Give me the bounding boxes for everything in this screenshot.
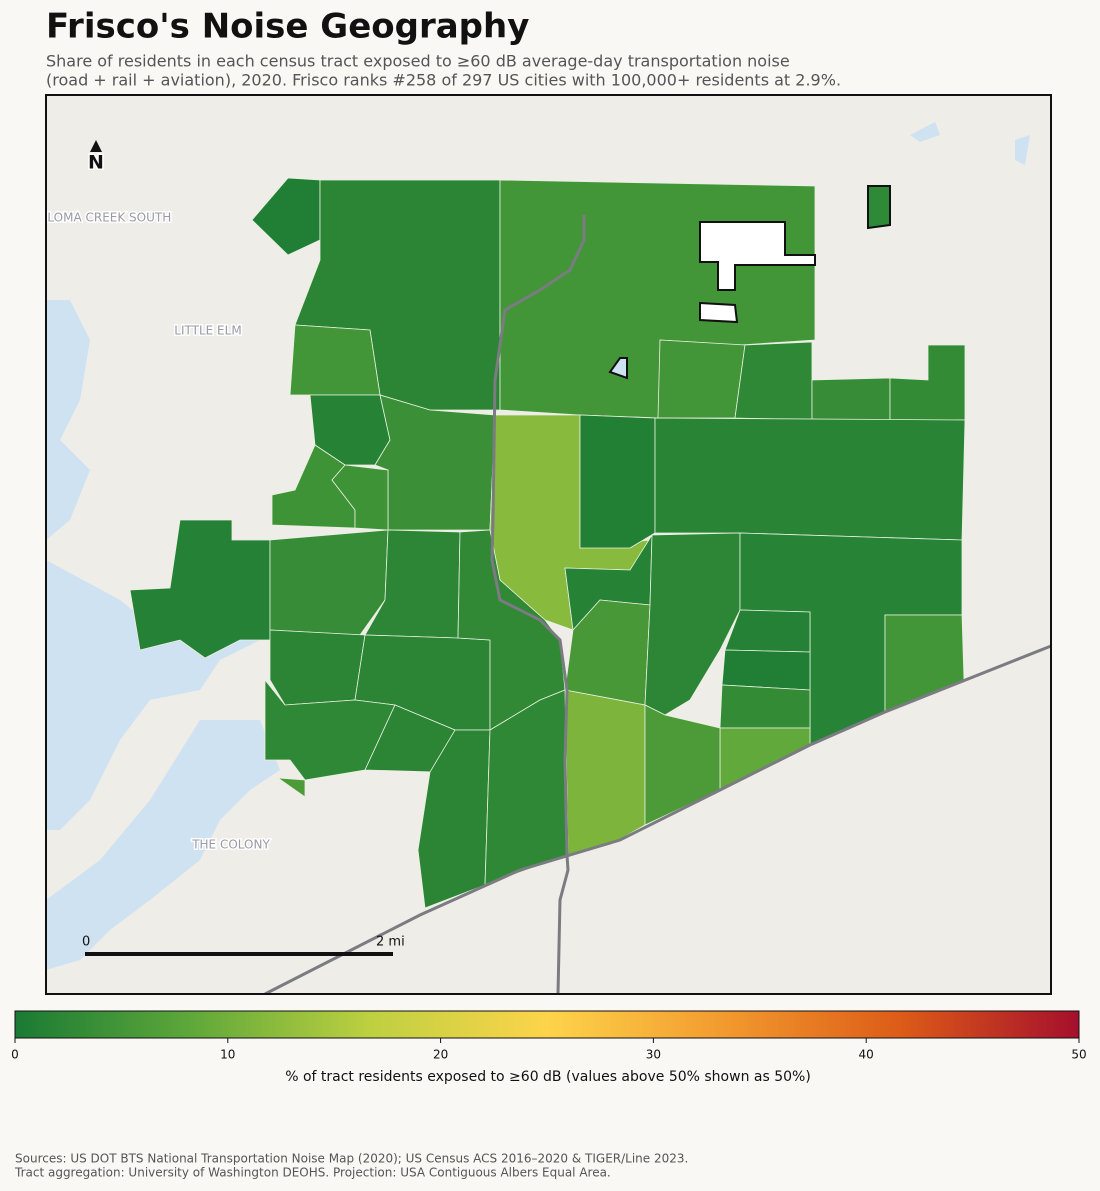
footer: Sources: US DOT BTS National Transportat… — [15, 1152, 688, 1166]
map-frame — [45, 94, 1052, 995]
place-label: LITTLE ELM — [174, 324, 241, 338]
subtitle: (road + rail + aviation), 2020. Frisco r… — [46, 71, 841, 90]
north-arrow — [90, 140, 102, 152]
north-label: N — [88, 152, 104, 174]
colorbar-tick-label: 0 — [11, 1048, 19, 1062]
tract — [724, 609, 811, 653]
scale-label: 2 mi — [376, 935, 405, 950]
tract — [719, 684, 811, 729]
place-label: PALOMA CREEK SOUTH — [33, 211, 172, 225]
tract — [269, 629, 366, 706]
tract — [331, 464, 389, 531]
tract — [276, 777, 306, 798]
subtitle: Share of residents in each census tract … — [46, 52, 790, 71]
colorbar-label: % of tract residents exposed to ≥60 dB (… — [285, 1069, 811, 1085]
tract — [269, 529, 389, 636]
title: Frisco's Noise Geography — [46, 7, 529, 47]
colorbar-tick-label: 50 — [1071, 1048, 1086, 1062]
colorbar — [14, 1010, 1080, 1039]
highway — [490, 215, 586, 994]
colorbar-tick-label: 20 — [433, 1048, 448, 1062]
tract — [657, 339, 746, 419]
colorbar-tick-label: 40 — [859, 1048, 874, 1062]
tract — [579, 414, 656, 549]
tract — [289, 324, 381, 396]
water — [46, 122, 1030, 970]
tract — [564, 689, 646, 856]
colorbar-tick-label: 30 — [646, 1048, 661, 1062]
tract — [734, 341, 813, 421]
map: N PALOMA CREEK SOUTH LITTLE ELM THE COLO… — [33, 95, 1051, 994]
tract — [721, 649, 811, 691]
tract — [654, 417, 966, 541]
place-label: THE COLONY — [191, 838, 270, 852]
tract — [129, 519, 271, 659]
tract — [251, 177, 321, 256]
tract — [374, 394, 496, 531]
footer: Tract aggregation: University of Washing… — [14, 1166, 611, 1180]
scale-label: 0 — [82, 935, 90, 950]
highway — [264, 644, 1051, 994]
colorbar-tick-label: 10 — [220, 1048, 235, 1062]
tract — [811, 377, 891, 421]
non-frisco — [608, 185, 891, 380]
tract — [644, 704, 721, 826]
